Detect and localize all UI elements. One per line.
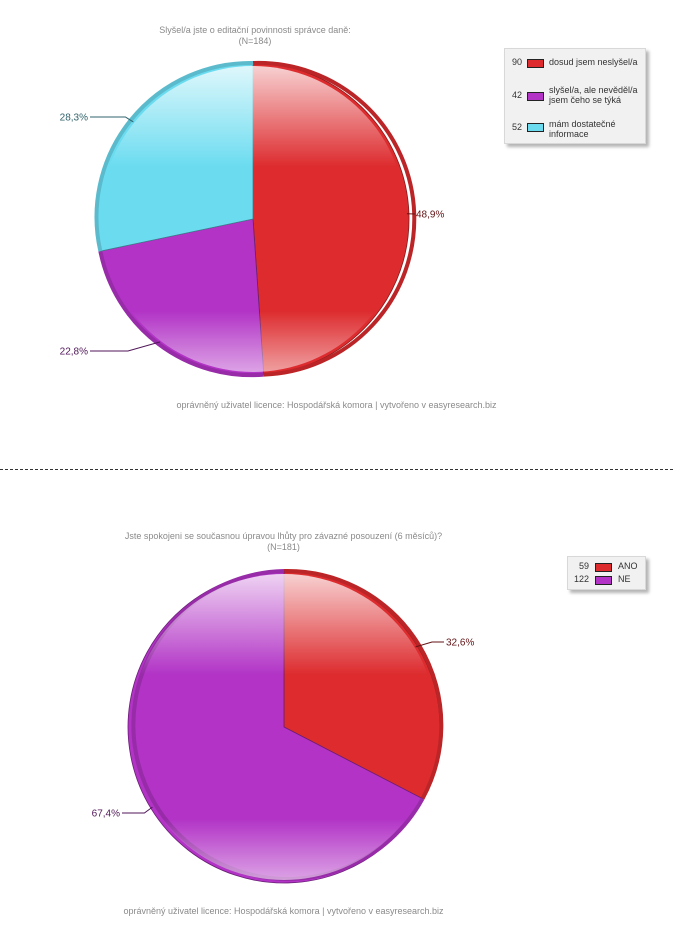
chart-1-title: Slyšel/a jste o editační povinnosti sprá… [0, 25, 510, 47]
legend-count: 52 [511, 122, 522, 132]
legend-swatch [527, 123, 544, 132]
chart-2: Jste spokojeni se současnou úpravou lhůt… [0, 475, 673, 936]
chart-1: Slyšel/a jste o editační povinnosti sprá… [0, 0, 673, 465]
slice-percent-label: 32,6% [446, 638, 474, 649]
chart-2-title-text: Jste spokojeni se současnou úpravou lhůt… [124, 531, 443, 541]
pie-gloss [131, 574, 437, 880]
leader-line [415, 641, 444, 648]
pie-slice-rim [283, 568, 444, 800]
chart-2-subtitle: (N=181) [267, 542, 300, 552]
slice-percent-label: 22,8% [60, 347, 88, 358]
legend-label: dosud jsem neslyšel/a [549, 57, 638, 67]
slice-percent-label: 67,4% [92, 809, 120, 820]
legend-label: mám dostatečné informace [549, 119, 616, 139]
chart-1-legend: 90 dosud jsem neslyšel/a 42 slyšel/a, al… [504, 48, 646, 144]
chart-2-pie: 32,6% 67,4% [92, 568, 474, 884]
legend-count: 90 [511, 57, 522, 67]
pie-slice-rim [252, 60, 417, 377]
legend-label: ANO [618, 561, 638, 571]
chart-1-footer: oprávněný uživatel licence: Hospodářská … [176, 400, 497, 410]
legend-swatch [595, 563, 612, 572]
slice-percent-label: 28,3% [60, 113, 88, 124]
legend-swatch [595, 576, 612, 585]
chart-2-legend: 59 ANO 122 NE [567, 556, 646, 590]
legend-swatch [527, 92, 544, 101]
chart-1-title-text: Slyšel/a jste o editační povinnosti sprá… [159, 25, 351, 35]
pie-gloss [100, 66, 406, 372]
slice-percent-label: 48,9% [416, 210, 444, 221]
legend-label: NE [618, 574, 631, 584]
chart-1-pie: 48,9% 22,8% 28,3% [60, 60, 444, 378]
chart-2-footer: oprávněný uživatel licence: Hospodářská … [123, 906, 444, 916]
leader-line [122, 806, 153, 814]
leader-line [90, 116, 134, 123]
legend-swatch [527, 59, 544, 68]
pie-slice-rim [98, 250, 264, 378]
chart-1-subtitle: (N=184) [238, 36, 272, 46]
section-divider [0, 469, 673, 470]
legend-count: 122 [573, 574, 589, 584]
chart-2-title: Jste spokojeni se současnou úpravou lhůt… [0, 531, 567, 553]
legend-count: 59 [578, 561, 589, 571]
legend-count: 42 [511, 90, 522, 100]
leader-line [90, 341, 161, 352]
legend-label: slyšel/a, ale nevěděl/a jsem čeho se týk… [549, 85, 638, 105]
